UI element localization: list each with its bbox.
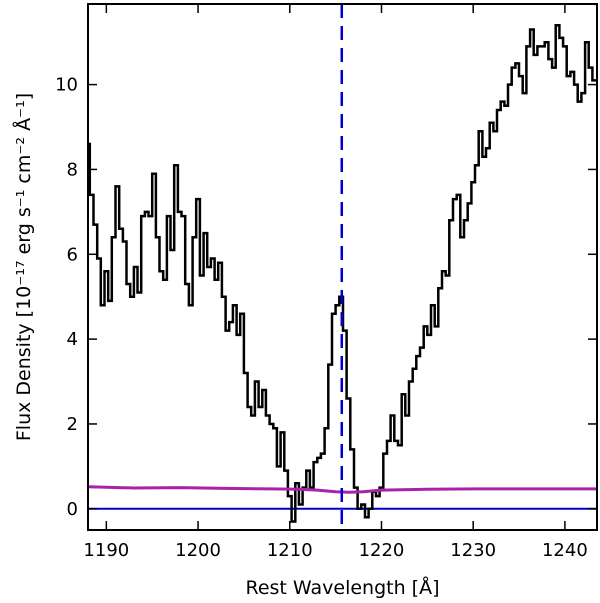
y-tick-label: 8 [67,159,78,180]
y-tick-label: 4 [67,329,78,350]
x-tick-label: 1210 [267,540,313,561]
x-tick-label: 1230 [450,540,496,561]
plot-area [88,4,597,530]
x-tick-label: 1200 [175,540,221,561]
y-tick-label: 0 [67,499,78,520]
plot-frame [87,3,598,531]
flux-spectrum-line [88,23,597,523]
y-tick-label: 6 [67,244,78,265]
y-axis-label: Flux Density [10⁻¹⁷ erg s⁻¹ cm⁻² Å⁻¹] [12,93,35,441]
y-tick-label: 2 [67,414,78,435]
plot-series-group [88,4,597,530]
axes: 1190 1200 1210 1220 1230 1240 0 2 4 6 8 10 [55,3,598,561]
x-axis-label: Rest Wavelength [Å] [246,576,440,599]
x-tick-label: 1240 [542,540,588,561]
x-tick-label: 1190 [83,540,129,561]
x-tick-label: 1220 [359,540,405,561]
y-tick-label: 10 [55,75,78,96]
